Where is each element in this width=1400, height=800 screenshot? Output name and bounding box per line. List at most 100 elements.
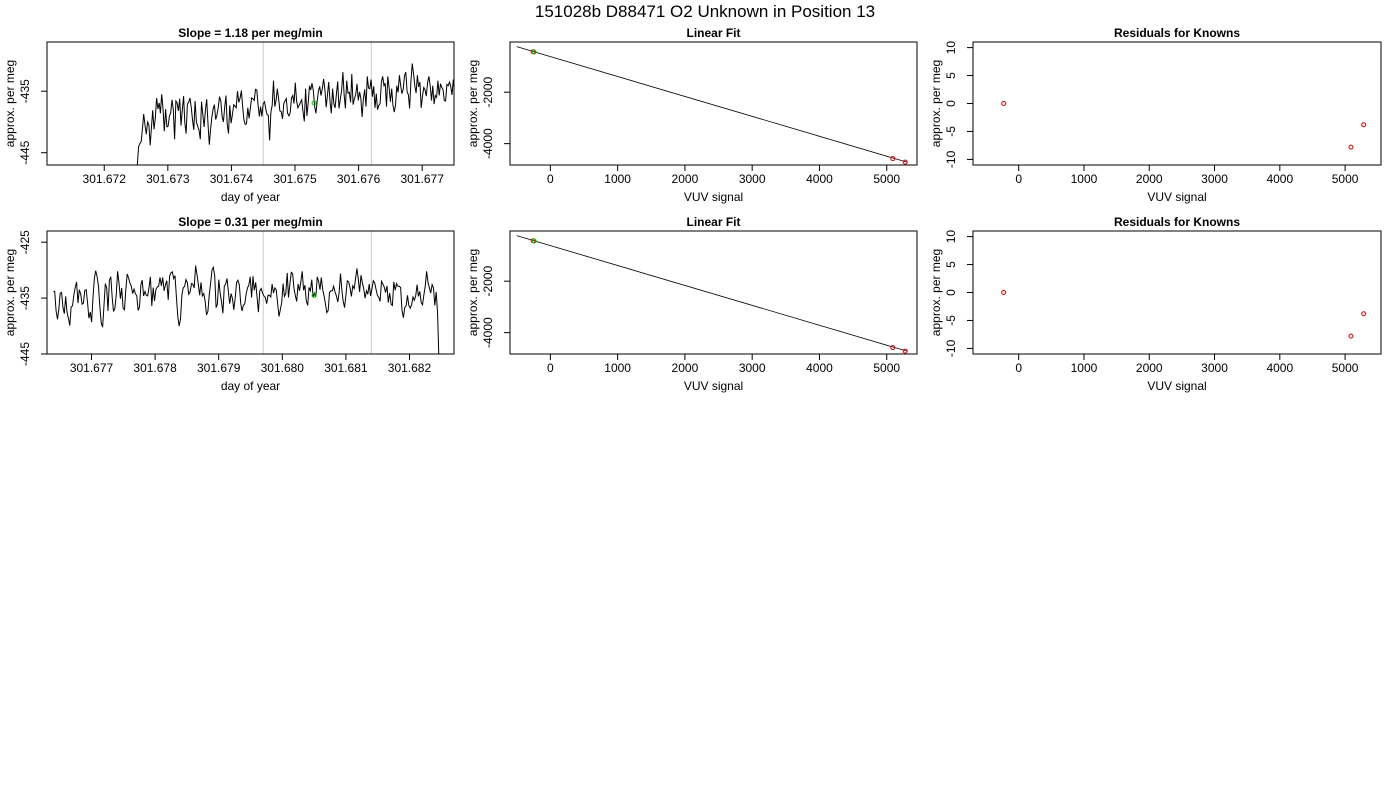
x-tick-label: 301.673 xyxy=(146,172,190,186)
series-line xyxy=(136,63,454,165)
y-tick-label: -425 xyxy=(18,230,32,254)
x-tick-label: 3000 xyxy=(1201,172,1228,186)
x-tick-label: 301.681 xyxy=(324,361,368,375)
x-tick-label: 301.682 xyxy=(388,361,432,375)
chart-panel-1: Slope = 1.18 per meg/min 301.672 301.673 30… xyxy=(3,26,455,204)
plot-frame xyxy=(46,41,455,166)
x-tick-label: 5000 xyxy=(873,172,900,186)
data-point xyxy=(531,238,537,244)
x-tick-label: 301.679 xyxy=(197,361,241,375)
plot-frame xyxy=(509,41,918,166)
plot-frame xyxy=(509,230,918,355)
y-tick-label: -435 xyxy=(18,286,32,310)
y-tick-label: -5 xyxy=(944,315,958,326)
x-tick-label: 5000 xyxy=(1332,361,1359,375)
data-point xyxy=(1361,122,1367,128)
x-axis-label: VUV signal xyxy=(684,379,743,393)
x-tick-label: 301.677 xyxy=(70,361,114,375)
data-point xyxy=(1001,290,1007,295)
x-tick-label: 1000 xyxy=(604,361,631,375)
y-tick-label: 0 xyxy=(944,100,958,107)
y-tick-label: -4000 xyxy=(481,128,495,159)
plot-area xyxy=(516,46,908,165)
chart-title: Residuals for Knowns xyxy=(1114,26,1240,40)
y-tick-label: 10 xyxy=(944,41,958,55)
data-point xyxy=(1361,311,1367,317)
x-tick-label: 0 xyxy=(547,361,554,375)
x-tick-label: 2000 xyxy=(1136,172,1163,186)
x-axis-label: VUV signal xyxy=(1147,190,1206,204)
highlight-marker xyxy=(311,100,317,106)
y-tick-label: 5 xyxy=(944,261,958,268)
x-tick-label: 5000 xyxy=(1332,172,1359,186)
y-tick-label: 0 xyxy=(944,289,958,296)
x-tick-label: 1000 xyxy=(604,172,631,186)
x-axis-label: day of year xyxy=(221,379,280,393)
chart-title: Linear Fit xyxy=(686,26,740,40)
chart-panel-2: Linear Fit 0 1000 2000 3000 4000 5000 -4000 -200… xyxy=(466,26,918,204)
y-axis-label: approx. per meg xyxy=(929,249,943,336)
figure-title: 151028b D88471 O2 Unknown in Position 13 xyxy=(535,2,875,21)
data-point xyxy=(1348,144,1354,150)
highlight-marker xyxy=(311,292,317,298)
y-tick-label: -2000 xyxy=(481,266,495,297)
y-axis-label: approx. per meg xyxy=(466,249,480,336)
plot-area xyxy=(136,63,454,165)
x-tick-label: 0 xyxy=(547,172,554,186)
y-axis-label: approx. per meg xyxy=(3,249,17,336)
x-tick-label: 4000 xyxy=(1266,172,1293,186)
y-tick-label: 5 xyxy=(944,72,958,79)
plot-frame xyxy=(46,230,455,355)
y-tick-label: -2000 xyxy=(481,77,495,108)
x-tick-label: 301.678 xyxy=(133,361,177,375)
x-tick-label: 301.674 xyxy=(210,172,254,186)
x-tick-label: 301.672 xyxy=(83,172,127,186)
fit-line xyxy=(516,235,908,352)
chart-panel-6: Residuals for Knowns 0 1000 2000 3000 4000 500… xyxy=(929,215,1382,393)
data-point xyxy=(1001,101,1007,106)
chart-panel-3: Residuals for Knowns 0 1000 2000 3000 4000 500… xyxy=(929,26,1382,204)
y-axis-label: approx. per meg xyxy=(3,60,17,147)
y-axis-label: approx. per meg xyxy=(466,60,480,147)
x-axis-label: VUV signal xyxy=(1147,379,1206,393)
y-tick-label: -445 xyxy=(18,342,32,366)
x-tick-label: 301.675 xyxy=(273,172,317,186)
chart-panel-5: Linear Fit 0 1000 2000 3000 4000 5000 -4000 -200… xyxy=(466,215,918,393)
chart-title: Slope = 1.18 per meg/min xyxy=(178,26,322,40)
x-tick-label: 301.676 xyxy=(337,172,381,186)
x-tick-label: 2000 xyxy=(672,172,699,186)
y-tick-label: -435 xyxy=(18,79,32,103)
series-line xyxy=(53,265,440,354)
x-tick-label: 1000 xyxy=(1071,172,1098,186)
x-axis-label: VUV signal xyxy=(684,190,743,204)
chart-title: Residuals for Knowns xyxy=(1114,215,1240,229)
chart-title: Linear Fit xyxy=(686,215,740,229)
plot-area xyxy=(1001,290,1367,339)
x-tick-label: 3000 xyxy=(739,361,766,375)
plot-frame xyxy=(972,230,1382,355)
x-tick-label: 3000 xyxy=(1201,361,1228,375)
data-point xyxy=(902,348,908,354)
chart-panel-4: Slope = 0.31 per meg/min 301.677 301.678 30… xyxy=(3,215,455,393)
y-axis-label: approx. per meg xyxy=(929,60,943,147)
x-tick-label: 2000 xyxy=(672,361,699,375)
x-tick-label: 0 xyxy=(1015,361,1022,375)
y-tick-label: -445 xyxy=(18,140,32,164)
plot-area xyxy=(516,235,908,354)
x-tick-label: 4000 xyxy=(1266,361,1293,375)
data-point xyxy=(531,49,537,55)
data-point xyxy=(1348,333,1354,339)
y-tick-label: 10 xyxy=(944,230,958,244)
plot-area xyxy=(1001,101,1367,150)
y-tick-label: -10 xyxy=(944,339,958,357)
chart-title: Slope = 0.31 per meg/min xyxy=(178,215,322,229)
x-axis-label: day of year xyxy=(221,190,280,204)
x-tick-label: 4000 xyxy=(806,172,833,186)
x-tick-label: 4000 xyxy=(806,361,833,375)
fit-line xyxy=(516,46,908,163)
x-tick-label: 5000 xyxy=(873,361,900,375)
y-tick-label: -10 xyxy=(944,150,958,168)
data-point xyxy=(890,345,896,351)
